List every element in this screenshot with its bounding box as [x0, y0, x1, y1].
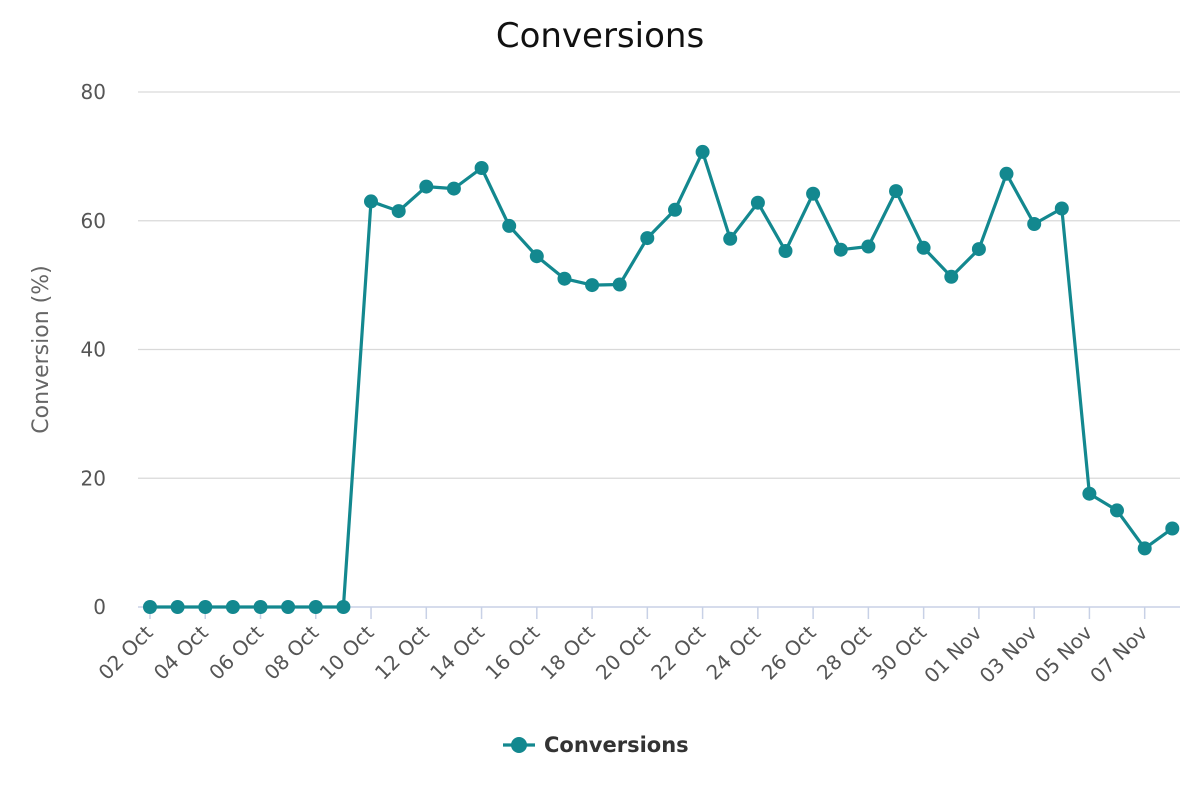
- data-point[interactable]: [585, 278, 600, 293]
- chart-title: Conversions: [496, 16, 704, 56]
- data-point[interactable]: [1027, 217, 1042, 231]
- data-point[interactable]: [253, 600, 268, 614]
- x-tick-label: 08 Oct: [259, 620, 323, 684]
- data-point[interactable]: [640, 231, 655, 246]
- x-tick-label: 30 Oct: [867, 620, 931, 684]
- legend-marker-icon: [511, 737, 527, 753]
- x-tick-label: 10 Oct: [315, 620, 379, 684]
- x-tick-label: 01 Nov: [919, 620, 986, 687]
- x-tick-label: 24 Oct: [701, 620, 765, 684]
- data-point[interactable]: [1110, 503, 1124, 518]
- data-point[interactable]: [308, 600, 323, 614]
- data-point[interactable]: [364, 194, 378, 209]
- data-point[interactable]: [1137, 541, 1152, 556]
- data-point[interactable]: [806, 186, 821, 201]
- data-point[interactable]: [225, 600, 240, 614]
- data-point[interactable]: [971, 242, 986, 257]
- data-point[interactable]: [861, 239, 876, 254]
- x-tick-label: 06 Oct: [204, 620, 268, 684]
- x-tick-label: 12 Oct: [370, 620, 434, 684]
- data-point[interactable]: [612, 277, 627, 292]
- x-tick-label: 03 Nov: [975, 620, 1042, 687]
- data-point[interactable]: [336, 600, 351, 614]
- x-tick-label: 18 Oct: [536, 620, 600, 684]
- data-point[interactable]: [557, 271, 572, 286]
- data-point[interactable]: [1054, 201, 1069, 216]
- y-tick-label: 80: [81, 80, 106, 104]
- data-point[interactable]: [529, 249, 544, 264]
- series-conversions: [143, 144, 1180, 614]
- data-point[interactable]: [281, 600, 296, 614]
- x-tick-label: 28 Oct: [812, 620, 876, 684]
- y-tick-label: 0: [93, 595, 106, 619]
- x-tick-label: 16 Oct: [480, 620, 544, 684]
- data-point[interactable]: [916, 240, 931, 255]
- x-tick-label: 04 Oct: [149, 620, 213, 684]
- y-tick-label: 60: [81, 209, 106, 233]
- x-tick-label: 14 Oct: [425, 620, 489, 684]
- x-tick-label: 20 Oct: [591, 620, 655, 684]
- data-point[interactable]: [446, 181, 461, 196]
- data-point[interactable]: [668, 202, 682, 217]
- grid-lines: [138, 91, 1180, 479]
- data-point[interactable]: [778, 244, 793, 258]
- data-point[interactable]: [419, 179, 434, 194]
- y-axis-tick-labels: 0 20 40 60 80: [81, 80, 106, 619]
- data-point[interactable]: [944, 269, 959, 284]
- y-tick-label: 40: [81, 338, 106, 362]
- data-point[interactable]: [1165, 521, 1180, 536]
- x-tick-label: 22 Oct: [646, 620, 710, 684]
- data-point[interactable]: [1082, 486, 1097, 501]
- y-tick-label: 20: [81, 466, 106, 490]
- x-tick-label: 02 Oct: [94, 620, 158, 684]
- data-point[interactable]: [143, 600, 157, 614]
- data-point[interactable]: [833, 242, 848, 257]
- data-point[interactable]: [391, 204, 406, 219]
- data-point[interactable]: [695, 144, 710, 159]
- x-tick-label: 05 Nov: [1030, 620, 1097, 687]
- legend[interactable]: Conversions: [503, 733, 689, 757]
- data-point[interactable]: [723, 231, 738, 246]
- data-point[interactable]: [502, 218, 517, 233]
- legend-label: Conversions: [544, 733, 689, 757]
- data-point[interactable]: [889, 184, 903, 199]
- data-point[interactable]: [170, 600, 185, 614]
- y-axis-title: Conversion (%): [29, 265, 54, 433]
- data-point[interactable]: [999, 166, 1014, 181]
- data-point[interactable]: [474, 161, 489, 175]
- x-tick-label: 26 Oct: [757, 620, 821, 684]
- x-tick-label: 07 Nov: [1085, 620, 1152, 687]
- data-point[interactable]: [750, 195, 765, 210]
- data-point[interactable]: [198, 600, 213, 614]
